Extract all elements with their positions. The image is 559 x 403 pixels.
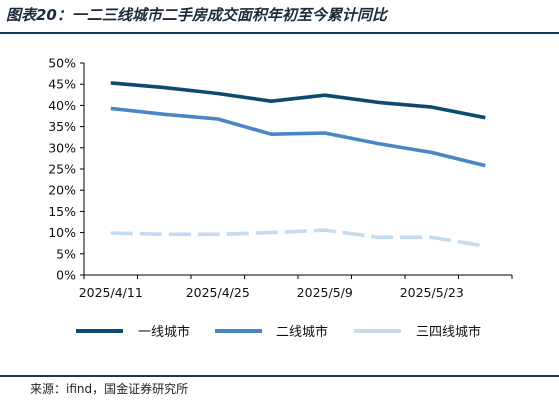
x-tick-label: 2025/5/9 — [297, 285, 353, 300]
y-tick-label: 35% — [48, 119, 76, 134]
series-line-1 — [110, 81, 486, 120]
legend-label-3: 三四线城市 — [416, 324, 481, 340]
chart-series — [110, 81, 486, 248]
y-tick-label: 25% — [48, 162, 76, 177]
y-tick-label: 50% — [48, 56, 76, 71]
y-tick-label: 10% — [48, 225, 76, 240]
y-tick-label: 5% — [56, 246, 76, 261]
x-tick-label: 2025/5/23 — [400, 285, 464, 300]
line-chart: 0% 5% 10% 15% 20% 25% 30% 35% 40% 45% 50% 2025/4/11… — [48, 56, 513, 340]
y-tick-label: 30% — [48, 140, 76, 155]
legend-label-1: 一线城市 — [138, 324, 190, 340]
y-tick-label: 20% — [48, 183, 76, 198]
y-tick-label: 45% — [48, 77, 76, 92]
series-line-2 — [110, 106, 486, 168]
y-tick-label: 0% — [56, 268, 76, 283]
x-tick-label: 2025/4/25 — [186, 285, 250, 300]
y-tick-label: 40% — [48, 98, 76, 113]
x-tick-label: 2025/4/11 — [79, 285, 143, 300]
top-rule — [0, 32, 559, 34]
series-line-3 — [110, 228, 486, 248]
chart-title: 图表20：一二三线城市二手房成交面积年初至今累计同比 — [6, 6, 387, 24]
source-note: 来源：ifind，国金证券研究所 — [30, 382, 189, 396]
legend-label-2: 二线城市 — [276, 324, 328, 340]
bottom-rule — [0, 375, 559, 377]
chart-legend: 一线城市 二线城市 三四线城市 — [76, 324, 481, 340]
y-tick-label: 15% — [48, 204, 76, 219]
chart-axes: 0% 5% 10% 15% 20% 25% 30% 35% 40% 45% 50% 2025/4/11… — [48, 56, 513, 300]
